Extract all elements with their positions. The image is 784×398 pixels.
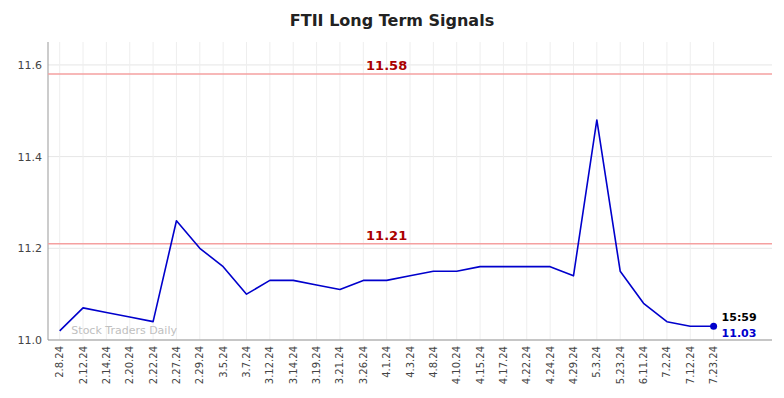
grid-line <box>456 42 457 340</box>
grid-line <box>666 42 667 340</box>
x-tick-label: 3.21.24 <box>334 346 345 384</box>
background <box>0 0 784 398</box>
grid-line <box>596 42 597 340</box>
reference-line <box>48 73 772 75</box>
x-tick-label: 2.29.24 <box>194 346 205 384</box>
line <box>60 120 714 331</box>
x-tick-label: 4.29.24 <box>568 346 579 384</box>
grid-line <box>48 340 772 341</box>
grid-line <box>269 42 270 340</box>
x-tick-label: 5.23.24 <box>615 346 626 384</box>
reference-line <box>48 243 772 245</box>
x-tick-label: 4.10.24 <box>451 346 462 384</box>
x-tick-label: 2.22.24 <box>148 346 159 384</box>
x-tick-label: 2.12.24 <box>78 346 89 384</box>
grid-line <box>713 42 714 340</box>
last-point <box>710 323 717 330</box>
x-tick-label: 3.7.24 <box>241 346 252 378</box>
reference-label: 11.21 <box>366 228 407 243</box>
grid-line <box>410 42 411 340</box>
grid-line <box>246 42 247 340</box>
x-tick-label: 4.1.24 <box>381 346 392 378</box>
x-tick-label: 3.26.24 <box>358 346 369 384</box>
x-tick-label: 5.3.24 <box>591 346 602 378</box>
grid-line <box>59 42 60 340</box>
grid-line <box>690 42 691 340</box>
grid <box>48 42 772 340</box>
grid-line <box>153 42 154 340</box>
x-tick-label: 4.15.24 <box>475 346 486 384</box>
grid-line <box>620 42 621 340</box>
y-tick-label: 11.4 <box>18 151 43 164</box>
grid-line <box>199 42 200 340</box>
grid-line <box>433 42 434 340</box>
grid-line <box>480 42 481 340</box>
x-tick-label: 2.27.24 <box>171 346 182 384</box>
grid-line <box>573 42 574 340</box>
grid-line <box>223 42 224 340</box>
grid-line <box>643 42 644 340</box>
x-tick-label: 4.17.24 <box>498 346 509 384</box>
grid-line <box>129 42 130 340</box>
x-tick-label: 4.24.24 <box>545 346 556 384</box>
x-tick-label: 7.12.24 <box>685 346 696 384</box>
grid-line <box>106 42 107 340</box>
x-tick-label: 2.20.24 <box>124 346 135 384</box>
last-value-label: 11.03 <box>722 327 757 340</box>
grid-line <box>176 42 177 340</box>
watermark: Stock Traders Daily <box>71 324 177 337</box>
x-tick-label: 7.23.24 <box>708 346 719 384</box>
grid-line <box>386 42 387 340</box>
x-tick-label: 2.8.24 <box>54 346 65 378</box>
reference-label: 11.58 <box>366 58 407 73</box>
x-tick-label: 3.12.24 <box>264 346 275 384</box>
grid-line <box>83 42 84 340</box>
y-tick-label: 11.0 <box>18 334 43 347</box>
grid-line <box>526 42 527 340</box>
grid-line <box>363 42 364 340</box>
x-tick-label: 3.19.24 <box>311 346 322 384</box>
grid-line <box>339 42 340 340</box>
x-tick-label: 7.2.24 <box>661 346 672 378</box>
plot-area <box>48 74 772 331</box>
y-axis-line <box>48 42 49 340</box>
title: FTII Long Term Signals <box>290 11 494 30</box>
grid-line <box>503 42 504 340</box>
x-tick-label: 2.14.24 <box>101 346 112 384</box>
x-tick-label: 3.5.24 <box>218 346 229 378</box>
last-time-label: 15:59 <box>722 311 757 324</box>
chart: FTII Long Term Signals 11.0 11.2 11.4 11.6 2.… <box>0 0 784 398</box>
grid-line <box>316 42 317 340</box>
x-tick-label: 4.8.24 <box>428 346 439 378</box>
y-tick-label: 11.6 <box>18 59 43 72</box>
x-tick-label: 3.14.24 <box>288 346 299 384</box>
y-tick-label: 11.2 <box>18 242 43 255</box>
grid-line <box>550 42 551 340</box>
x-tick-label: 6.11.24 <box>638 346 649 384</box>
x-tick-label: 4.22.24 <box>521 346 532 384</box>
grid-line <box>293 42 294 340</box>
x-tick-label: 4.3.24 <box>405 346 416 378</box>
x-axis-line <box>48 340 772 341</box>
